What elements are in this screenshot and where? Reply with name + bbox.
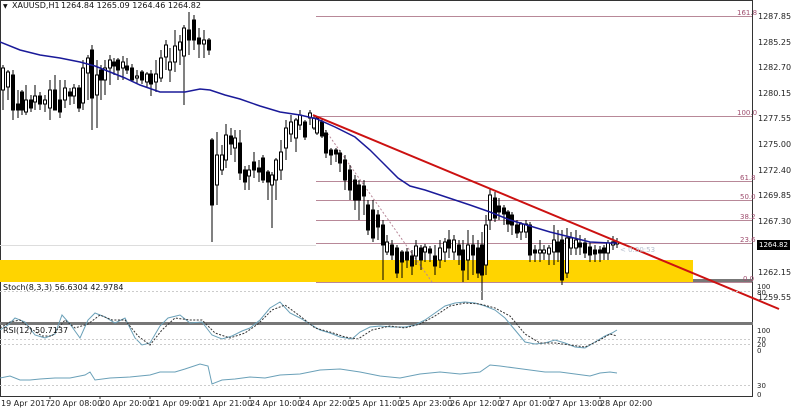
fib-label-100: 100.0 — [737, 109, 758, 117]
time-label: 27 Apr 13:00 — [550, 399, 603, 408]
price-tick: 1282.70 — [758, 63, 792, 72]
rsi-axis-70: 70 — [757, 336, 766, 344]
ohlc-values: 1264.84 1265.09 1264.46 1264.82 — [61, 1, 201, 10]
price-tick: 1285.25 — [758, 38, 792, 47]
time-label: 20 Apr 20:00 — [100, 399, 153, 408]
fib-label-0: 0.0 — [743, 275, 755, 283]
fib-label-61: 61.8 — [740, 174, 756, 182]
fib-label-50: 50.0 — [740, 193, 756, 201]
time-label: 25 Apr 11:00 — [350, 399, 403, 408]
fib-label-23: 23.6 — [740, 236, 756, 244]
candles — [1, 12, 619, 300]
time-label: 21 Apr 09:00 — [150, 399, 203, 408]
rsi-axis-100: 100 — [757, 327, 771, 335]
time-label: 28 Apr 02:00 — [600, 399, 653, 408]
fib-label-38: 38.2 — [740, 213, 756, 221]
price-tick: 1280.15 — [758, 89, 792, 98]
price-tick: 1259.55 — [758, 293, 792, 302]
support-zone — [0, 260, 693, 282]
price-tick: 1267.30 — [758, 217, 792, 226]
stoch-axis-100: 100 — [757, 283, 771, 291]
bar-countdown: < 0:30:53 — [620, 246, 656, 254]
stochastic-panel — [0, 291, 752, 349]
descending-trendline — [312, 114, 780, 310]
symbol-label: XAUUSD,H1 — [12, 1, 60, 10]
price-tick: 1275.00 — [758, 140, 792, 149]
time-label: 21 Apr 21:00 — [200, 399, 253, 408]
current-price-badge: 1264.82 — [757, 240, 790, 250]
rsi-axis-0: 0 — [757, 391, 762, 399]
rsi-axis-30: 30 — [757, 382, 766, 390]
stochastic-label: Stoch(8,3,3) 56.6304 42.9784 — [3, 283, 124, 292]
price-tick: 1262.15 — [758, 268, 792, 277]
time-label: 24 Apr 22:00 — [300, 399, 353, 408]
time-label: 25 Apr 23:00 — [400, 399, 453, 408]
time-label: 20 Apr 08:00 — [50, 399, 103, 408]
rsi-label: RSI(12) 50.7137 — [3, 326, 69, 335]
price-tick: 1269.85 — [758, 191, 792, 200]
time-label: 24 Apr 10:00 — [250, 399, 303, 408]
price-tick: 1287.85 — [758, 12, 792, 21]
time-label: 26 Apr 12:00 — [450, 399, 503, 408]
stoch-axis-80: 80 — [757, 289, 766, 297]
symbol-dropdown-icon[interactable]: ▼ — [3, 3, 8, 10]
rsi-panel — [0, 339, 752, 386]
price-tick: 1277.55 — [758, 114, 792, 123]
fib-label-161: 161.8 — [737, 9, 758, 17]
stoch-axis-0: 0 — [757, 347, 762, 355]
time-label: 19 Apr 2017 — [1, 399, 51, 408]
moving-average-line — [0, 41, 617, 244]
price-tick: 1272.40 — [758, 166, 792, 175]
time-label: 27 Apr 01:00 — [500, 399, 553, 408]
stoch-axis-20: 20 — [757, 341, 766, 349]
